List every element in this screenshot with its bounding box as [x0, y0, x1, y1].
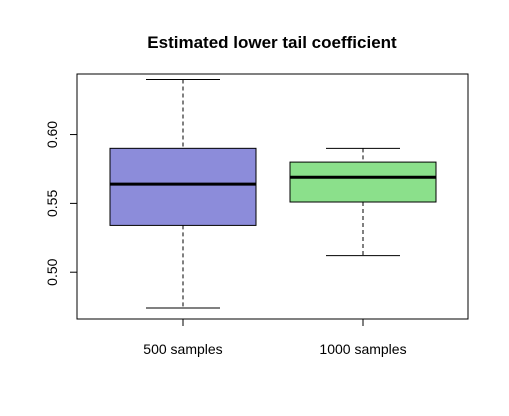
boxes: [109, 79, 437, 309]
iqr-box: [289, 161, 437, 203]
box-2: [289, 147, 437, 257]
box-1: [109, 79, 257, 309]
chart-title: Estimated lower tail coefficient: [147, 33, 397, 52]
y-tick-label: 0.50: [44, 258, 60, 285]
iqr-box: [109, 147, 257, 226]
x-axis: 500 samples 1000 samples: [143, 318, 407, 357]
y-axis: 0.50 0.55 0.60: [44, 121, 78, 286]
y-tick-label: 0.60: [44, 121, 60, 148]
y-tick-label: 0.55: [44, 190, 60, 217]
x-category-label: 500 samples: [143, 341, 222, 357]
x-category-label: 1000 samples: [319, 341, 406, 357]
